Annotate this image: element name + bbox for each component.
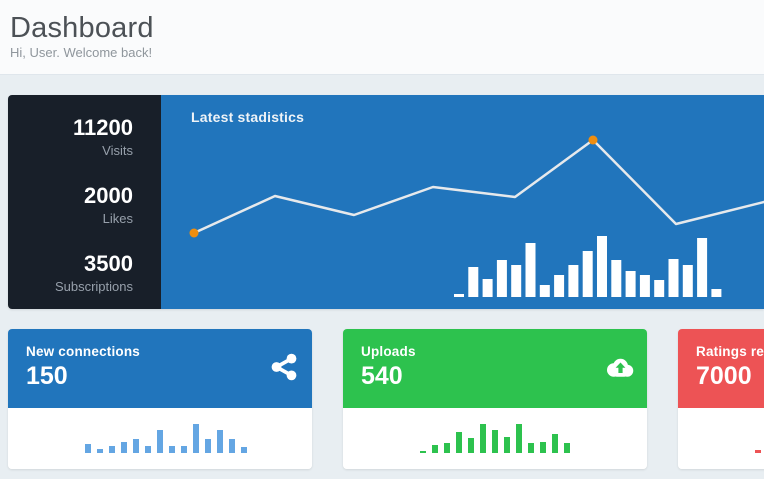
page-header: Dashboard Hi, User. Welcome back! [0, 0, 764, 75]
card-uploads-header: Uploads 540 [343, 329, 647, 408]
stat-likes: 2000 Likes [84, 183, 133, 227]
latest-statistics-panel: Latest stadistics [161, 95, 764, 309]
stat-likes-label: Likes [102, 211, 133, 226]
share-icon [271, 353, 297, 381]
card-ratings-received-body [678, 408, 764, 469]
card-new-connections-value: 150 [26, 362, 68, 390]
stat-subscriptions-label: Subscriptions [54, 279, 133, 294]
stat-visits-label: Visits [102, 143, 133, 158]
cloud-upload-icon [607, 358, 634, 377]
chart-title: Latest stadistics [191, 109, 305, 125]
sparkline-svg [85, 424, 247, 453]
card-ratings-received-value: 7000 [696, 362, 752, 390]
card-new-connections-header: New connections 150 [8, 329, 312, 408]
statistics-chart-svg [189, 135, 764, 297]
statistics-panel: 11200 Visits 2000 Likes 3500 Subscriptio… [8, 95, 764, 309]
card-new-connections-title: New connections [26, 344, 141, 359]
cards-row: New connections 150 Uploads 540 [8, 329, 764, 469]
welcome-text: Hi, User. Welcome back! [10, 45, 153, 60]
stat-visits: 11200 Visits [73, 115, 133, 159]
sparkline-svg [420, 424, 570, 453]
card-new-connections: New connections 150 [8, 329, 312, 469]
card-ratings-received-header: Ratings received 7000 [678, 329, 764, 408]
latest-statistics-chart [161, 95, 764, 309]
uploads-sparkline [343, 408, 647, 469]
ratings-received-sparkline [678, 408, 764, 469]
card-ratings-received-title: Ratings received [696, 344, 764, 359]
card-new-connections-body [8, 408, 312, 469]
stat-likes-value: 2000 [84, 183, 133, 208]
stat-subscriptions-value: 3500 [84, 251, 133, 276]
stat-subscriptions: 3500 Subscriptions [55, 251, 133, 295]
card-uploads-title: Uploads [361, 344, 416, 359]
stat-visits-value: 11200 [73, 115, 133, 140]
card-uploads-body [343, 408, 647, 469]
card-uploads-value: 540 [361, 362, 403, 390]
page-title: Dashboard [10, 12, 154, 44]
new-connections-sparkline [8, 408, 312, 469]
card-uploads: Uploads 540 [343, 329, 647, 469]
sparkline-svg [755, 450, 761, 453]
card-ratings-received: Ratings received 7000 [678, 329, 764, 469]
stats-summary-panel: 11200 Visits 2000 Likes 3500 Subscriptio… [8, 95, 161, 309]
